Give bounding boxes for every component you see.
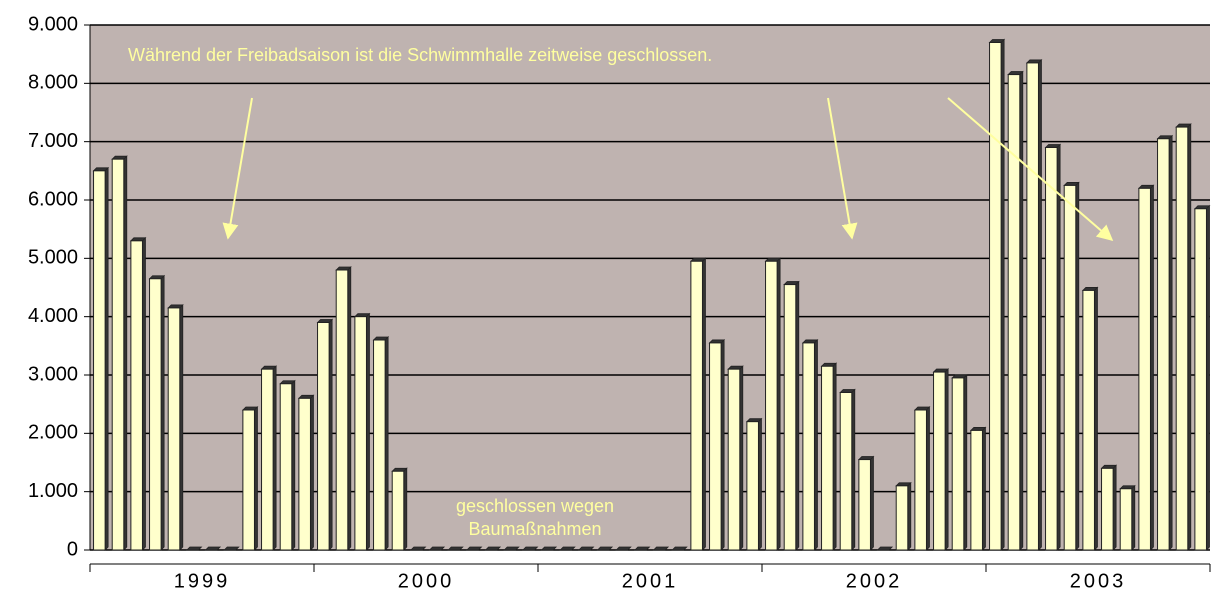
bar bbox=[279, 383, 293, 551]
bar bbox=[1082, 289, 1095, 551]
bar-side bbox=[409, 546, 427, 551]
bar bbox=[989, 42, 1002, 551]
y-tick-label: 9.000 bbox=[28, 13, 78, 35]
bar bbox=[354, 316, 367, 551]
y-tick-label: 1.000 bbox=[28, 480, 78, 502]
arrow bbox=[222, 97, 253, 240]
bar-side bbox=[671, 546, 688, 551]
x-tick-label: 1999 bbox=[174, 570, 231, 592]
bar bbox=[727, 368, 741, 551]
bar-side bbox=[185, 546, 203, 551]
bar bbox=[914, 409, 927, 551]
annotation: Während der Freibadsaison ist die Schwim… bbox=[128, 45, 712, 65]
bar bbox=[709, 342, 722, 551]
y-tick-label: 8.000 bbox=[28, 72, 78, 94]
y-tick-label: 5.000 bbox=[28, 247, 78, 269]
bar-side bbox=[652, 546, 670, 551]
bar bbox=[1194, 208, 1207, 551]
y-tick-label: 4.000 bbox=[28, 305, 78, 327]
annotation: geschlossen wegen bbox=[456, 496, 614, 516]
bar-side bbox=[615, 546, 632, 551]
bar-side bbox=[503, 546, 520, 551]
bar bbox=[783, 284, 797, 551]
bar bbox=[839, 392, 853, 551]
bar bbox=[261, 368, 274, 551]
bar-side bbox=[633, 546, 651, 551]
bar bbox=[1063, 184, 1077, 551]
bar-side bbox=[484, 546, 502, 551]
bar bbox=[1007, 74, 1021, 551]
bar bbox=[1101, 467, 1114, 551]
bar-side bbox=[540, 546, 558, 551]
bar bbox=[93, 170, 106, 551]
y-tick-label: 7.000 bbox=[28, 130, 78, 152]
bar-side bbox=[577, 546, 595, 551]
y-tick-label: 0 bbox=[67, 538, 78, 560]
bar bbox=[391, 470, 405, 551]
bar-side bbox=[559, 546, 576, 551]
x-tick-label: 2000 bbox=[398, 570, 455, 592]
bar-side bbox=[876, 546, 894, 551]
x-tick-label: 2003 bbox=[1070, 570, 1127, 592]
bar-side bbox=[223, 546, 240, 551]
bar bbox=[1119, 488, 1133, 551]
bar bbox=[373, 339, 386, 551]
y-tick-label: 6.000 bbox=[28, 188, 78, 210]
bar bbox=[1026, 62, 1039, 551]
bar bbox=[802, 342, 815, 551]
bar bbox=[111, 158, 125, 551]
y-tick-label: 2.000 bbox=[28, 422, 78, 444]
bar bbox=[690, 260, 703, 551]
bar-side bbox=[447, 546, 464, 551]
y-tick-label: 3.000 bbox=[28, 363, 78, 385]
bar bbox=[1138, 187, 1151, 551]
annotation: Baumaßnahmen bbox=[468, 519, 601, 539]
bar bbox=[951, 377, 965, 551]
bar-side bbox=[204, 546, 222, 551]
arrow bbox=[947, 97, 1114, 242]
arrow bbox=[827, 97, 858, 240]
bar-side bbox=[596, 546, 614, 551]
bar bbox=[895, 485, 909, 551]
bar-side bbox=[465, 546, 483, 551]
bar bbox=[242, 409, 255, 551]
bar bbox=[317, 322, 330, 551]
bar bbox=[298, 397, 311, 551]
bar bbox=[149, 278, 162, 551]
bar bbox=[821, 365, 834, 551]
bar bbox=[765, 260, 778, 551]
bar bbox=[167, 307, 181, 551]
plot-area bbox=[90, 25, 1210, 550]
bar bbox=[858, 459, 871, 551]
bar bbox=[933, 371, 946, 551]
bar-side bbox=[428, 546, 446, 551]
bar bbox=[1175, 126, 1189, 551]
x-tick-label: 2002 bbox=[846, 570, 903, 592]
bar bbox=[970, 429, 983, 551]
bar bbox=[746, 421, 759, 551]
bar bbox=[1157, 138, 1170, 551]
x-tick-label: 2001 bbox=[622, 570, 679, 592]
bar bbox=[1045, 147, 1058, 551]
bar-side bbox=[521, 546, 539, 551]
bar bbox=[335, 269, 349, 551]
bar bbox=[130, 240, 143, 551]
